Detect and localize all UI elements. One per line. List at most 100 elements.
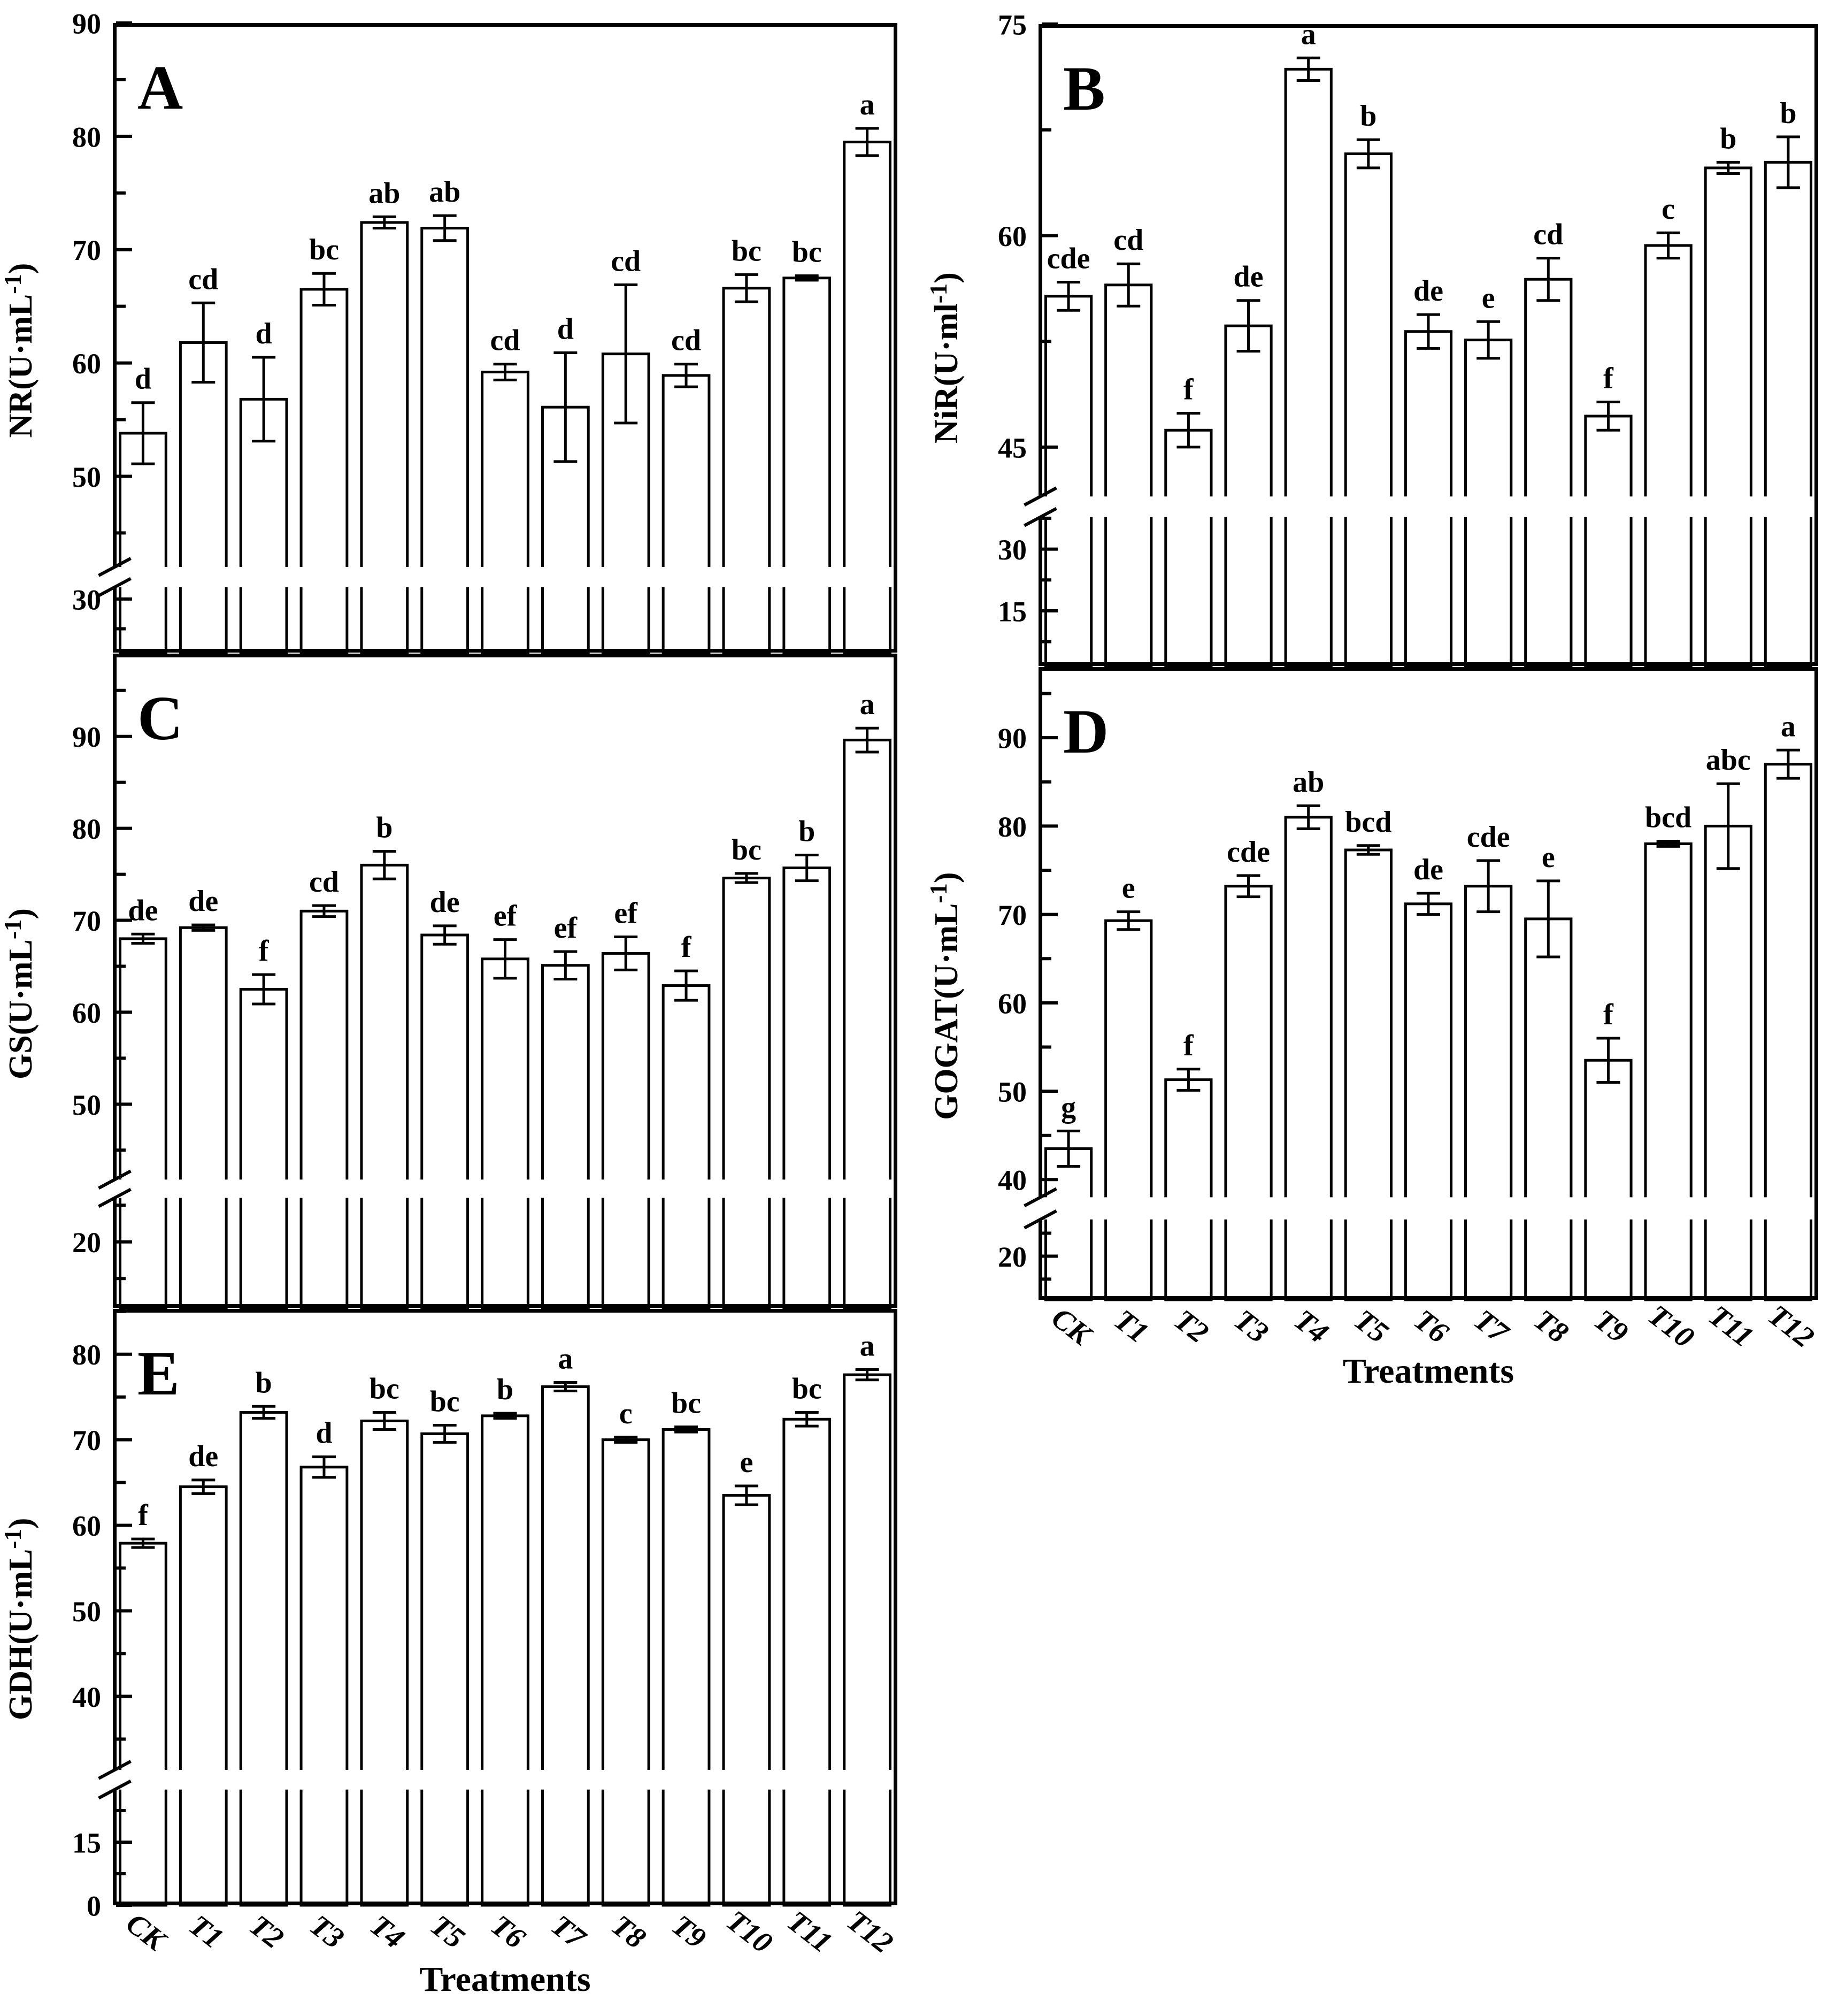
y-tick-label: 90 [72, 721, 101, 753]
sig-letter-A-T6: cd [490, 324, 520, 357]
bar-E-T5 [420, 1432, 470, 1907]
y-ticks-B: 45 60 75 15 30 [998, 9, 1058, 643]
bar-D-T12 [1764, 763, 1813, 1301]
sig-letter-A-T10: bc [732, 234, 762, 267]
bar-B-T12 [1764, 160, 1813, 668]
y-tick-label: 60 [72, 348, 101, 380]
sig-letter-A-T12: a [860, 88, 875, 121]
bar-A-T9 [662, 374, 711, 654]
sig-letter-B-T5: b [1360, 99, 1376, 133]
bar-E-T1 [179, 1485, 228, 1907]
sig-letter-C-T10: bc [732, 833, 762, 867]
sig-letter-D-T3: cde [1227, 835, 1270, 869]
y-tick-label: 50 [72, 461, 101, 493]
sig-letter-D-T6: de [1413, 853, 1443, 886]
y-tick-label: 60 [998, 220, 1027, 252]
y-tick-label: 40 [72, 1681, 101, 1713]
axis-break-slash [1024, 1187, 1057, 1208]
sig-letter-B-T8: cd [1533, 218, 1563, 251]
sig-letter-A-T2: d [256, 317, 272, 350]
y-tick-label: 60 [998, 987, 1027, 1020]
y-tick-label: 60 [72, 997, 101, 1029]
x-tick-label-T12: T12 [1762, 1299, 1820, 1354]
sig-letter-E-T1: de [188, 1440, 218, 1473]
axis-break-band [102, 1769, 894, 1790]
bar-C-T8 [601, 952, 650, 1309]
bar-D-T2 [1164, 1078, 1213, 1301]
x-axis-title-E: Treatments [419, 1960, 590, 1999]
bar-E-T7 [541, 1385, 590, 1907]
y-tick-label: 90 [998, 723, 1027, 755]
y-ticks-C: 50 60 70 80 90 20 [72, 688, 132, 1281]
sig-letter-D-T11: abc [1706, 743, 1751, 777]
axis-break-slash [98, 1187, 132, 1208]
y-tick-label: 70 [998, 899, 1027, 931]
bar-B-T1 [1104, 283, 1153, 668]
bars-B [1044, 67, 1813, 668]
panel-letter-C: C [137, 683, 183, 753]
bar-A-T5 [420, 226, 470, 654]
x-tick-label-T7: T7 [545, 1908, 593, 1956]
y-axis-title-E: GDH(U·mL-1) [0, 1518, 39, 1720]
y-tick-label: 15 [72, 1827, 101, 1859]
sig-letter-E-T5: bc [430, 1385, 460, 1418]
sig-letter-E-CK: f [138, 1499, 149, 1532]
y-tick-label: 50 [72, 1089, 101, 1121]
bar-B-T10 [1644, 244, 1693, 668]
sig-letter-E-T11: bc [792, 1372, 822, 1405]
sig-letter-C-T11: b [798, 815, 815, 848]
bar-D-T6 [1404, 902, 1453, 1301]
sig-letter-B-T9: f [1603, 362, 1614, 395]
bar-B-T8 [1524, 278, 1573, 668]
y-tick-label: 80 [998, 811, 1027, 843]
bar-E-CK [119, 1542, 167, 1907]
sig-letter-C-T9: f [681, 931, 692, 964]
sig-letter-C-T6: ef [494, 900, 518, 933]
y-tick-label: 90 [72, 7, 101, 40]
sig-letter-D-T2: f [1183, 1029, 1194, 1062]
bar-C-T11 [782, 867, 832, 1309]
x-axis-title-D: Treatments [1343, 1352, 1514, 1391]
bar-E-T2 [239, 1411, 288, 1907]
sig-letter-D-T12: a [1781, 710, 1796, 743]
y-tick-label: 80 [72, 121, 101, 153]
axis-break-band [102, 1179, 894, 1198]
x-tick-label-T7: T7 [1468, 1303, 1516, 1350]
sig-letter-A-T7: d [557, 313, 574, 346]
bar-E-T10 [722, 1494, 771, 1907]
sig-letter-B-T7: e [1482, 281, 1495, 315]
panel-letter-E: E [137, 1338, 180, 1408]
bar-A-T11 [782, 277, 832, 654]
y-axis-title-A: NR(U·mL-1) [0, 263, 39, 438]
bar-A-T4 [360, 221, 409, 654]
bar-A-T6 [481, 371, 529, 654]
sig-letter-E-T10: e [740, 1446, 753, 1479]
y-tick-label: 70 [72, 905, 101, 937]
bar-D-T9 [1584, 1059, 1633, 1301]
x-tick-label-T8: T8 [605, 1908, 652, 1955]
sig-letter-E-T12: a [860, 1330, 875, 1363]
y-tick-label: 75 [998, 9, 1027, 41]
x-tick-label-T10: T10 [1642, 1299, 1700, 1354]
bar-C-T6 [481, 957, 529, 1309]
sig-letter-D-T5: bcd [1345, 806, 1391, 839]
x-tick-label-T9: T9 [666, 1908, 712, 1955]
sig-letter-E-T3: d [316, 1417, 332, 1450]
bar-E-T8 [601, 1438, 650, 1907]
sig-letter-A-CK: d [135, 363, 151, 396]
axis-break-slash [98, 577, 132, 597]
bar-E-T3 [299, 1466, 349, 1907]
sig-letter-E-T9: bc [671, 1387, 701, 1420]
x-tick-label-T6: T6 [1408, 1303, 1454, 1350]
axis-break-slash [1024, 1209, 1057, 1230]
sig-letter-C-T4: b [376, 811, 393, 845]
bar-D-T3 [1224, 885, 1273, 1301]
bar-E-T11 [782, 1417, 832, 1907]
x-tick-label-T2: T2 [243, 1908, 290, 1955]
bar-B-T2 [1164, 428, 1213, 668]
